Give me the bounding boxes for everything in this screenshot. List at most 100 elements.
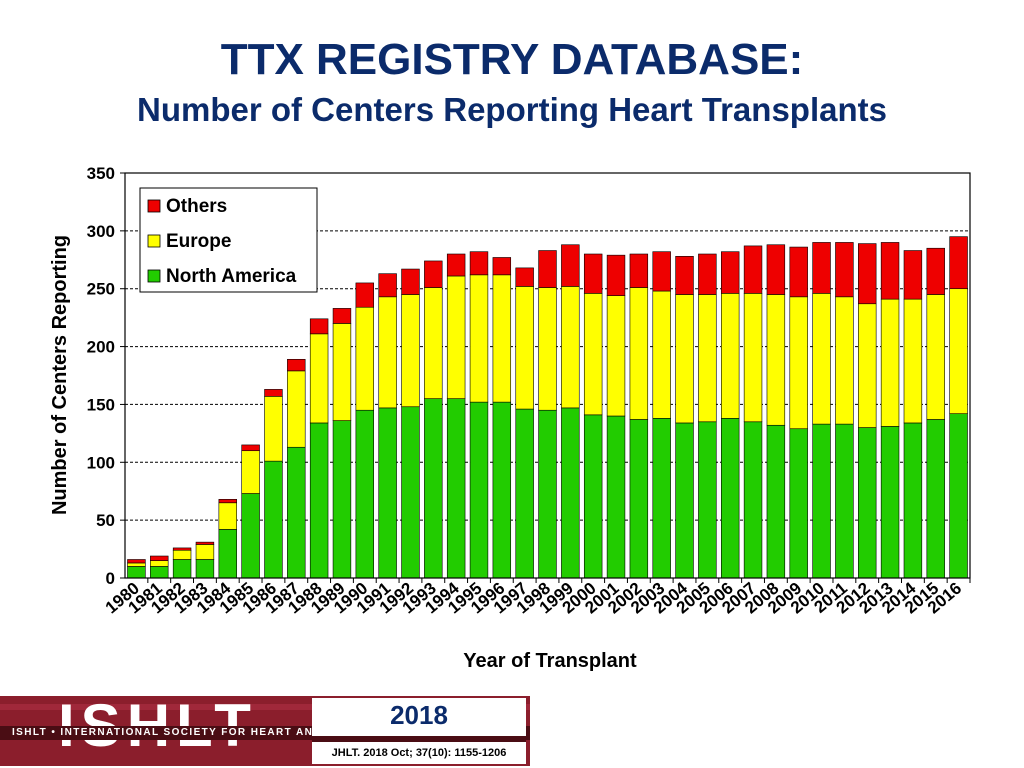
bar-north-america-1985 xyxy=(241,493,260,579)
bar-europe-1984 xyxy=(218,502,237,530)
bar-europe-1990 xyxy=(355,306,375,411)
bar-north-america-2006 xyxy=(720,418,740,579)
bar-others-1981 xyxy=(150,555,169,561)
bar-europe-1989 xyxy=(332,323,352,421)
bar-north-america-2001 xyxy=(606,415,626,579)
bar-europe-1997 xyxy=(515,286,534,410)
bar-europe-1985 xyxy=(241,450,260,494)
bar-europe-1994 xyxy=(446,275,466,399)
bar-north-america-2016 xyxy=(949,413,968,579)
bar-europe-2009 xyxy=(789,296,808,430)
bar-others-1990 xyxy=(355,282,375,308)
bar-europe-1993 xyxy=(424,287,443,399)
bar-others-1999 xyxy=(561,244,580,287)
bar-europe-2011 xyxy=(835,296,854,425)
bar-others-1995 xyxy=(469,251,489,276)
bar-europe-1991 xyxy=(378,296,397,409)
page-subtitle: Number of Centers Reporting Heart Transp… xyxy=(137,91,887,128)
bar-north-america-1999 xyxy=(561,407,580,579)
bar-north-america-2014 xyxy=(903,422,923,579)
bar-europe-1982 xyxy=(172,549,192,560)
legend-label: Others xyxy=(166,196,227,217)
bar-europe-2010 xyxy=(812,293,831,425)
x-axis-label: Year of Transplant xyxy=(463,650,637,672)
bar-others-1993 xyxy=(424,260,443,288)
bar-others-1986 xyxy=(264,389,283,397)
bar-north-america-1988 xyxy=(309,422,329,579)
bar-others-2016 xyxy=(949,236,968,290)
bar-north-america-1984 xyxy=(218,529,237,579)
bar-others-2001 xyxy=(606,254,626,296)
bar-europe-1987 xyxy=(287,370,306,448)
legend-swatch xyxy=(147,199,161,213)
bar-others-1980 xyxy=(127,559,146,564)
y-tick-label: 200 xyxy=(87,338,115,357)
y-tick-label: 350 xyxy=(87,164,115,183)
bar-others-2005 xyxy=(698,253,717,295)
bar-north-america-1983 xyxy=(195,559,215,579)
logo-stripe xyxy=(0,704,530,710)
y-axis-label: Number of Centers Reporting xyxy=(49,235,71,515)
bar-others-2003 xyxy=(652,251,671,292)
bar-europe-2014 xyxy=(903,298,923,424)
bar-north-america-2005 xyxy=(698,421,717,579)
bar-north-america-2010 xyxy=(812,423,831,579)
bar-europe-1981 xyxy=(150,560,169,567)
bar-others-2014 xyxy=(903,250,923,300)
bar-north-america-1989 xyxy=(332,420,352,579)
bar-north-america-1982 xyxy=(172,559,192,579)
bar-europe-1988 xyxy=(309,333,329,424)
y-tick-label: 150 xyxy=(87,395,115,414)
bar-europe-2001 xyxy=(606,295,626,417)
bar-others-1998 xyxy=(538,250,557,288)
bar-north-america-1995 xyxy=(469,401,489,579)
bar-europe-2015 xyxy=(926,294,945,420)
bar-europe-2013 xyxy=(880,298,900,427)
bar-north-america-1986 xyxy=(264,460,283,579)
bar-europe-1992 xyxy=(401,294,420,408)
bar-north-america-2003 xyxy=(652,418,671,579)
bar-north-america-1980 xyxy=(127,566,146,579)
bar-north-america-2011 xyxy=(835,423,854,579)
bar-europe-2008 xyxy=(766,294,786,426)
bar-others-1991 xyxy=(378,273,397,298)
bar-north-america-2008 xyxy=(766,424,786,579)
bar-north-america-1993 xyxy=(424,398,443,579)
bar-others-1988 xyxy=(309,318,329,335)
bar-others-1983 xyxy=(195,541,215,545)
stacked-bar-chart: 0501001502002503003501980198119821983198… xyxy=(49,164,971,672)
bar-north-america-1997 xyxy=(515,408,534,579)
bar-others-2012 xyxy=(858,243,877,305)
y-tick-label: 250 xyxy=(87,280,115,299)
legend-label: North America xyxy=(166,266,297,287)
legend-swatch xyxy=(147,269,161,283)
bar-others-1994 xyxy=(446,253,466,277)
bar-europe-2012 xyxy=(858,303,877,428)
tick-labels: 0501001502002503003501980198119821983198… xyxy=(87,164,966,617)
bar-north-america-1992 xyxy=(401,406,420,579)
bar-europe-2004 xyxy=(675,294,694,424)
legend-box xyxy=(139,187,318,293)
bar-europe-1983 xyxy=(195,544,215,560)
bar-others-1984 xyxy=(218,499,237,504)
bars xyxy=(127,236,968,579)
bar-north-america-1996 xyxy=(492,401,512,579)
citation: JHLT. 2018 Oct; 37(10): 1155-1206 xyxy=(312,742,526,764)
bar-europe-2007 xyxy=(743,293,763,423)
bar-others-2013 xyxy=(880,242,900,300)
page-title: TTX REGISTRY DATABASE: xyxy=(220,35,804,84)
bar-others-2010 xyxy=(812,242,831,294)
bar-others-1982 xyxy=(172,547,192,551)
bar-others-1987 xyxy=(287,358,306,372)
bar-north-america-1987 xyxy=(287,446,306,579)
bar-others-1989 xyxy=(332,308,352,324)
bar-others-2006 xyxy=(720,251,740,294)
bar-north-america-1991 xyxy=(378,407,397,579)
bar-north-america-2013 xyxy=(880,426,900,579)
bar-north-america-2015 xyxy=(926,419,945,579)
bar-others-1997 xyxy=(515,267,534,287)
bar-north-america-2002 xyxy=(629,419,649,579)
bar-others-2009 xyxy=(789,246,808,298)
bar-others-2008 xyxy=(766,244,786,295)
bar-europe-1986 xyxy=(264,396,283,462)
